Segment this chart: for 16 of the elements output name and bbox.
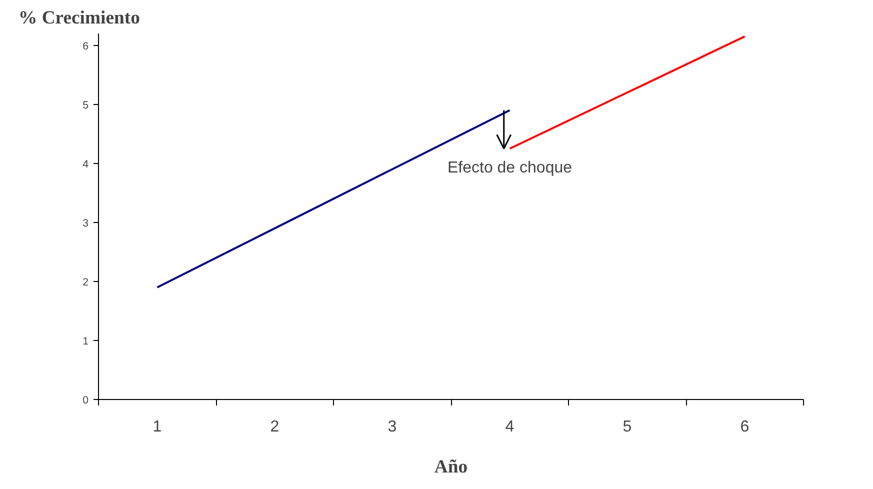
y-tick-label: 6	[82, 40, 89, 52]
x-tick-label: 6	[740, 418, 750, 436]
y-tick-label: 2	[82, 276, 89, 288]
x-tick-label: 1	[152, 418, 162, 436]
y-tick-label: 1	[82, 335, 89, 348]
annotation: Efecto de choque	[447, 160, 572, 177]
y-tick-label: 3	[82, 217, 89, 230]
x-axis-title: Año	[434, 456, 468, 478]
x-tick-label: 3	[388, 418, 397, 436]
y-tick-label: 0	[82, 394, 89, 406]
x-tick-label: 5	[622, 418, 632, 436]
y-axis-title: % Crecimiento	[18, 8, 140, 28]
x-tick-label: 2	[270, 418, 280, 436]
y-tick-label: 4	[82, 158, 89, 170]
x-tick-label: 4	[505, 418, 514, 436]
y-tick-label: 5	[82, 99, 89, 112]
